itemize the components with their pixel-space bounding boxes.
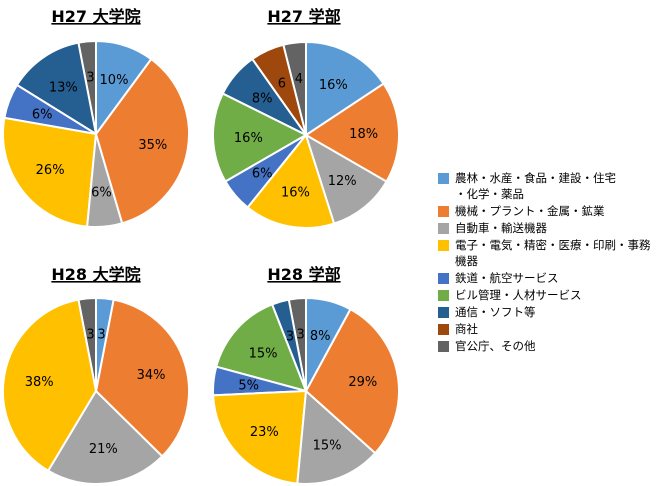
pie-slice (95, 39, 153, 138)
slice-label: 15% (249, 347, 278, 362)
legend-label: 通信・ソフト等 (455, 305, 536, 319)
legend-item: 電子・電気・精密・医療・印刷・事務機器 (438, 237, 660, 269)
slice-label: 12% (328, 174, 357, 189)
legend-label: 官公庁、その他 (455, 339, 536, 353)
legend-label: 鉄道・航空サービス (455, 271, 559, 285)
slice-label: 3 (86, 71, 94, 86)
legend-label: 電子・電気・精密・医療・印刷・事務機器 (455, 238, 651, 268)
legend-swatch (438, 273, 449, 284)
legend-swatch (438, 341, 449, 352)
pie-title-h28-graduate: H28 大学院 (51, 265, 140, 284)
slice-label: 18% (349, 127, 378, 142)
legend-label: 機械・プラント・金属・鉱業 (455, 204, 605, 218)
legend-swatch (438, 240, 449, 251)
pie-title-h27-undergraduate: H27 学部 (267, 7, 340, 26)
slice-label: 16% (319, 78, 348, 93)
pie-title-h28-undergraduate: H28 学部 (267, 265, 340, 284)
pie-slice (15, 41, 98, 137)
pie-slice (304, 307, 400, 455)
slice-label: 16% (281, 186, 310, 201)
legend: 農林・水産・食品・建設・住宅 ・化学・薬品 機械・プラント・金属・鉱業 自動車・… (438, 170, 660, 355)
slice-label: 34% (137, 368, 166, 383)
slice-label: 3 (296, 328, 304, 343)
pie-slice (305, 296, 352, 392)
legend-item: 自動車・輸送機器 (438, 220, 660, 236)
legend-label: 商社 (455, 322, 478, 336)
slice-label: 38% (25, 375, 54, 390)
pie-slice (95, 296, 115, 392)
pie-slice (46, 389, 164, 485)
pie-chart-h28-undergraduate: H28 学部 8% 29% 15% 23% 5% 15% 3 3 (212, 265, 400, 485)
pie-slice (94, 298, 190, 458)
slice-label: 16% (234, 131, 263, 146)
legend-swatch (438, 324, 449, 335)
legend-item: 通信・ソフト等 (438, 304, 660, 320)
legend-label: ビル管理・人材サービス (455, 288, 582, 302)
legend-item: 機械・プラント・金属・鉱業 (438, 203, 660, 219)
pie-slice (212, 389, 308, 485)
slice-label: 8% (310, 329, 331, 344)
legend-swatch (438, 223, 449, 234)
slice-label: 15% (313, 439, 342, 454)
slice-label: 5% (238, 379, 259, 394)
pie-slice (304, 82, 400, 183)
legend-label: 農林・水産・食品・建設・住宅 ・化学・薬品 (455, 171, 616, 201)
slice-label: 29% (348, 375, 377, 390)
pie-slice (215, 303, 308, 393)
legend-item: ビル管理・人材サービス (438, 287, 660, 303)
legend-swatch (438, 290, 449, 301)
legend-item: 商社 (438, 321, 660, 337)
slice-label: 26% (36, 163, 65, 178)
slice-label: 3 (86, 328, 94, 343)
slice-label: 8% (252, 91, 273, 106)
slice-label: 6 (278, 77, 286, 92)
slice-label: 21% (89, 442, 118, 457)
slice-label: 10% (100, 73, 129, 88)
slice-label: 13% (49, 81, 78, 96)
pie-chart-h27-graduate: H27 大学院 10% 35% 6% 26% 6% 13% 3 (2, 7, 190, 228)
slice-label: 23% (250, 425, 279, 440)
legend-label: 自動車・輸送機器 (455, 221, 547, 235)
legend-swatch (438, 206, 449, 217)
pie-slice (304, 132, 388, 225)
pie-chart-h27-undergraduate: H27 学部 16% 18% 12% 16% 6% 16% 8% 6 4 (212, 7, 400, 229)
legend-item: 官公庁、その他 (438, 338, 660, 354)
legend-swatch (438, 307, 449, 318)
slice-label: 6% (91, 185, 112, 200)
legend-swatch (438, 173, 449, 184)
pie-title-h27-graduate: H27 大学院 (51, 7, 140, 26)
pie-chart-h28-graduate: H28 大学院 3 34% 21% 38% 3 (2, 265, 190, 485)
slice-label: 6% (252, 167, 273, 182)
pie-slice (94, 57, 190, 225)
pie-slice (212, 92, 309, 183)
slice-label: 3 (286, 330, 294, 345)
slice-label: 6% (32, 107, 53, 122)
slice-label: 35% (138, 138, 167, 153)
legend-item: 農林・水産・食品・建設・住宅 ・化学・薬品 (438, 170, 660, 202)
legend-item: 鉄道・航空サービス (438, 270, 660, 286)
slice-label: 4 (295, 72, 303, 87)
pie-slice (2, 116, 98, 228)
pie-slice (305, 40, 385, 137)
slice-label: 3 (97, 328, 105, 343)
pie-slice (296, 388, 377, 485)
